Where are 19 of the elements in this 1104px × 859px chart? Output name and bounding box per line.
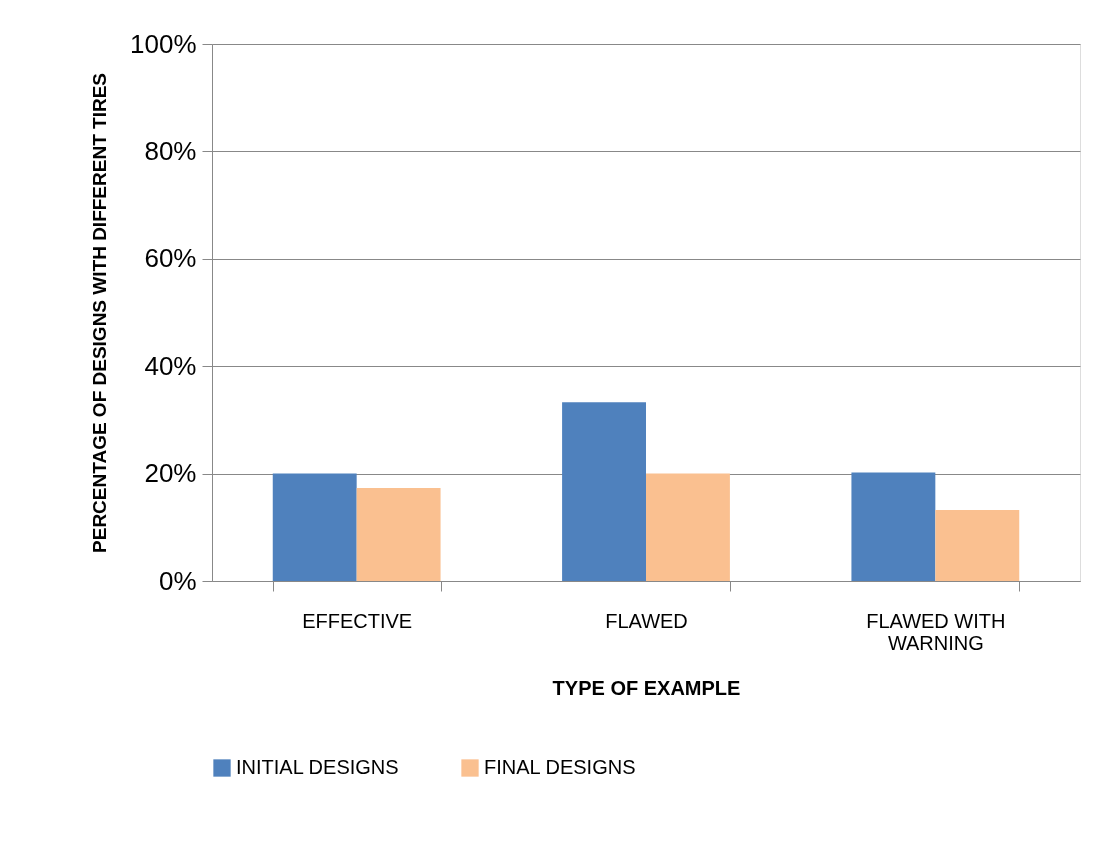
y-tick-label: 0% bbox=[158, 565, 197, 596]
legend-label: FINAL DESIGNS bbox=[484, 756, 636, 778]
bar bbox=[562, 402, 646, 581]
bar bbox=[272, 473, 357, 581]
y-tick-label: 80% bbox=[144, 135, 197, 166]
bar bbox=[851, 472, 936, 581]
bar bbox=[356, 488, 441, 581]
y-tick-label: 100% bbox=[130, 28, 197, 59]
bar bbox=[935, 510, 1020, 581]
y-axis-title: PERCENTAGE OF DESIGNS WITH DIFFERENT TIRES bbox=[89, 73, 110, 553]
y-tick-label: 40% bbox=[144, 350, 197, 381]
legend-label: INITIAL DESIGNS bbox=[236, 756, 399, 778]
y-tick-label: 20% bbox=[144, 458, 197, 489]
x-tick-label: FLAWED bbox=[605, 609, 688, 632]
x-tick-label: FLAWED WITH WARNING bbox=[866, 609, 1006, 654]
x-axis-title: TYPE OF EXAMPLE bbox=[552, 676, 741, 699]
x-tick-label: EFFECTIVE bbox=[302, 609, 413, 632]
bar bbox=[646, 473, 730, 581]
y-tick-label: 60% bbox=[144, 243, 197, 274]
